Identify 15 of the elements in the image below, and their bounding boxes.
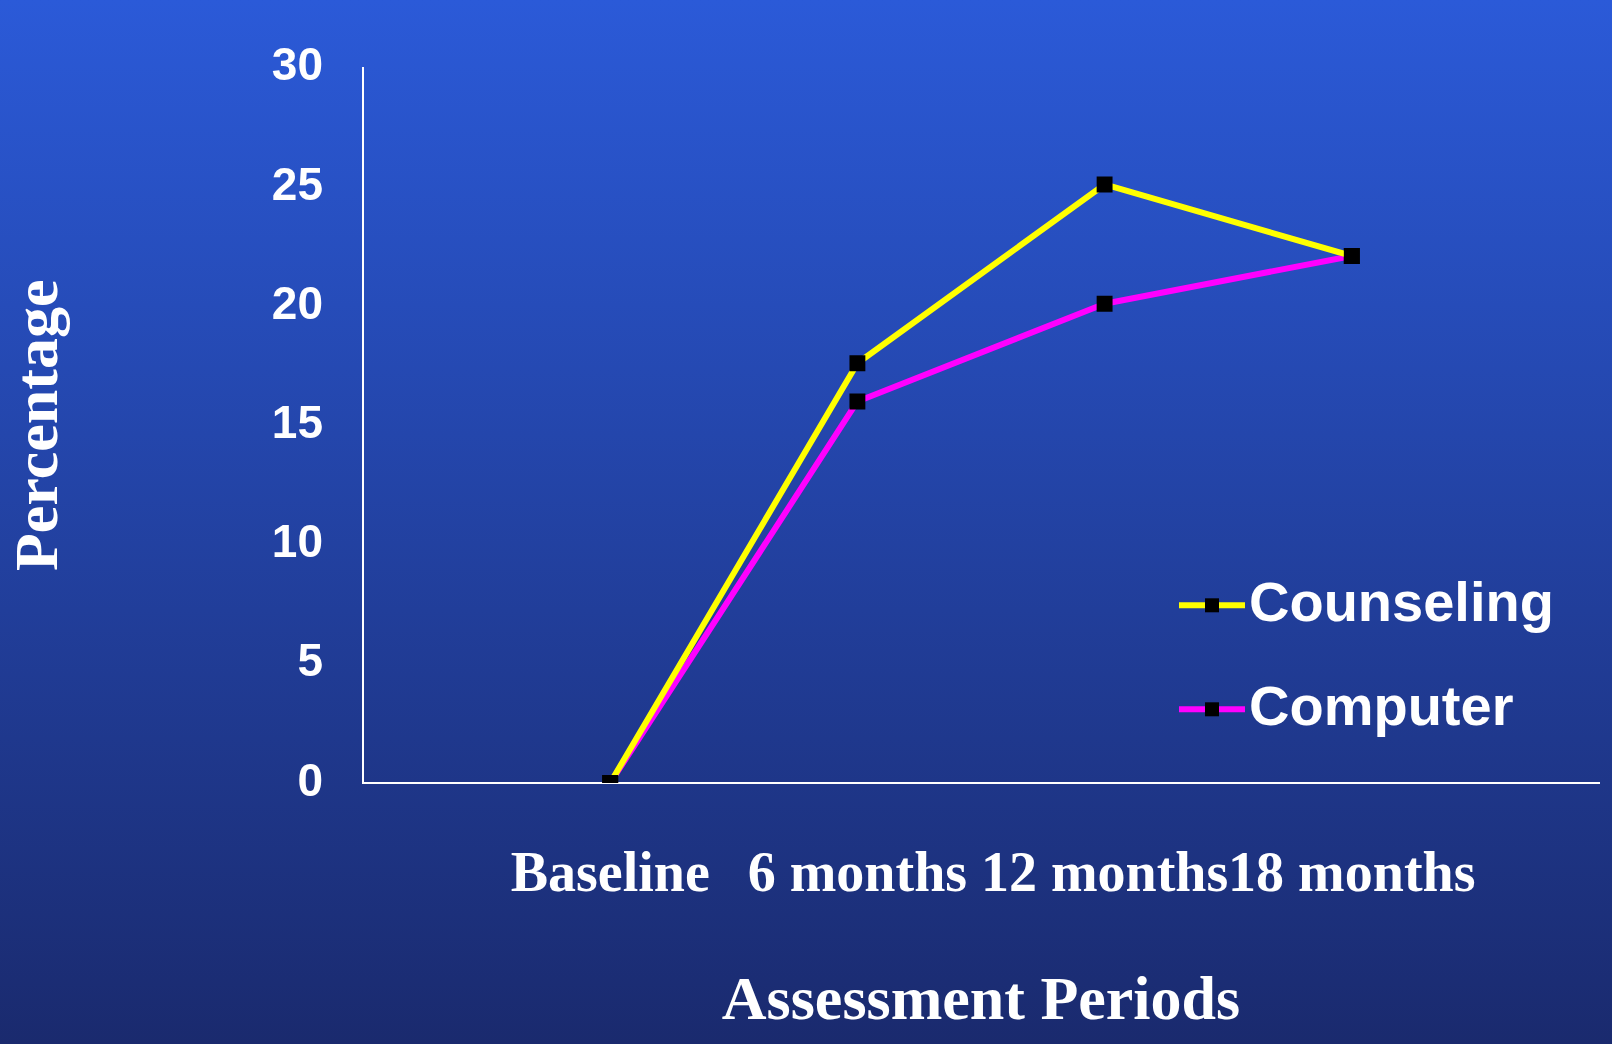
y-tick-label: 15 [271, 395, 323, 448]
x-tick-label: 18 months [1228, 841, 1476, 904]
y-axis-title: Percentage [2, 279, 71, 572]
x-tick-label: 6 months [747, 841, 968, 904]
y-tick-label: 0 [297, 753, 323, 806]
legend-label: Computer [1249, 673, 1514, 737]
y-tick-label: 20 [271, 276, 323, 329]
x-axis-title: Assessment Periods [721, 963, 1241, 1032]
y-tick-label: 10 [271, 515, 323, 568]
x-tick-label: 12 months [980, 841, 1229, 904]
y-tick-label: 30 [271, 38, 323, 91]
y-tick-label: 25 [271, 157, 323, 210]
legend-label: Counseling [1249, 569, 1554, 633]
x-tick-label: Baseline [510, 841, 710, 904]
y-tick-label: 5 [297, 634, 323, 687]
